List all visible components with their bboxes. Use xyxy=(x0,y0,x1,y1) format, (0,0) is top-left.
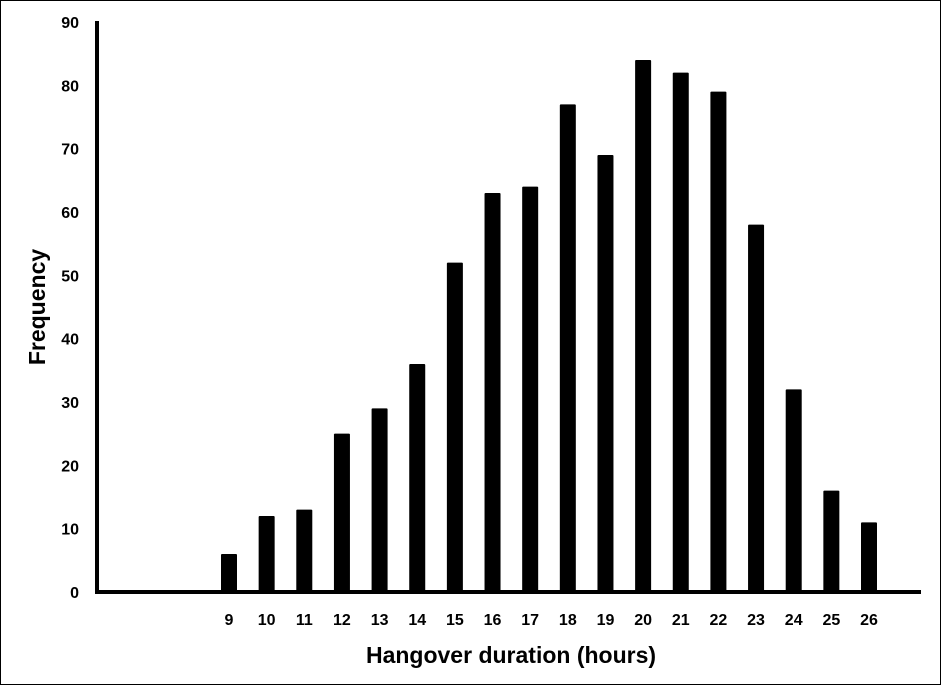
x-tick-label: 17 xyxy=(521,612,539,629)
x-tick-label: 9 xyxy=(225,612,234,629)
bar-24 xyxy=(785,389,802,592)
y-tick-labels: 0 10 20 30 40 50 60 70 80 90 xyxy=(61,15,79,602)
x-tick-label: 11 xyxy=(296,612,313,629)
y-tick-label: 0 xyxy=(70,585,79,602)
bar-25 xyxy=(823,490,840,592)
x-axis-label: Hangover duration (hours) xyxy=(366,642,656,668)
bars xyxy=(221,60,877,593)
y-tick-label: 30 xyxy=(61,395,79,412)
bar-23 xyxy=(748,224,765,592)
y-tick-label: 70 xyxy=(61,142,79,159)
bar-16 xyxy=(484,193,501,592)
x-tick-label: 13 xyxy=(371,612,389,629)
bar-21 xyxy=(672,72,689,592)
bar-15 xyxy=(446,262,463,592)
bar-14 xyxy=(409,364,426,592)
y-tick-label: 90 xyxy=(61,15,79,32)
y-tick-label: 80 xyxy=(61,78,79,95)
x-tick-label: 26 xyxy=(860,612,878,629)
bar-13 xyxy=(371,408,388,592)
bar-12 xyxy=(333,433,350,592)
y-tick-label: 60 xyxy=(61,205,79,222)
x-tick-label: 20 xyxy=(634,612,652,629)
x-tick-label: 21 xyxy=(672,612,690,629)
bar-17 xyxy=(522,186,539,592)
bar-11 xyxy=(296,509,313,592)
bar-19 xyxy=(597,155,614,592)
x-tick-label: 12 xyxy=(333,612,351,629)
x-tick-label: 15 xyxy=(446,612,464,629)
x-tick-label: 24 xyxy=(785,612,803,629)
x-tick-label: 18 xyxy=(559,612,577,629)
y-tick-label: 20 xyxy=(61,458,79,475)
y-tick-label: 10 xyxy=(61,522,79,539)
x-tick-label: 10 xyxy=(258,612,276,629)
x-tick-label: 19 xyxy=(597,612,615,629)
y-tick-label: 40 xyxy=(61,332,79,349)
x-tick-label: 16 xyxy=(484,612,502,629)
y-axis-label: Frequency xyxy=(24,249,50,366)
bar-10 xyxy=(258,516,275,592)
x-tick-label: 25 xyxy=(822,612,840,629)
bar-22 xyxy=(710,91,727,593)
bar-26 xyxy=(861,522,877,592)
bar-20 xyxy=(635,60,652,592)
bar-9 xyxy=(221,554,237,592)
bar-18 xyxy=(559,104,576,592)
x-tick-label: 14 xyxy=(408,612,426,629)
y-tick-label: 50 xyxy=(61,268,79,285)
x-tick-label: 22 xyxy=(710,612,728,629)
x-tick-labels: 9 10 11 12 13 14 15 16 17 18 19 20 21 22 23 24 25 26 xyxy=(225,612,878,629)
x-tick-label: 23 xyxy=(747,612,765,629)
